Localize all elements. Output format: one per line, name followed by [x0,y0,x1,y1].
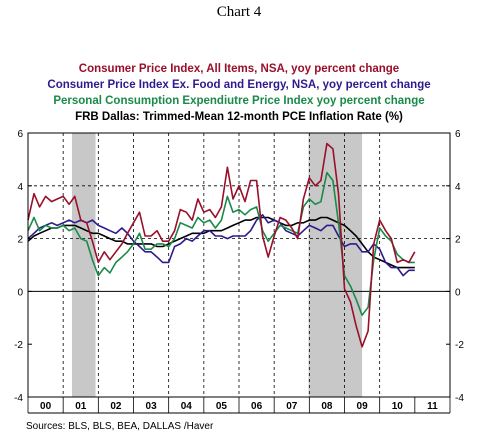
y-tick-label-right: 2 [455,235,461,246]
y-tick-label-left: -4 [14,393,23,404]
recession-shade-1 [308,133,363,397]
x-tick-label: 07 [286,401,298,412]
x-tick-label: 11 [427,401,438,412]
x-tick-label: 03 [146,401,158,412]
y-tick-label-left: 4 [17,182,23,193]
y-tick-label-left: 0 [17,287,23,298]
pce-line [27,171,415,317]
y-tick-label-left: 6 [17,129,23,140]
y-tick-label-left: 2 [17,235,23,246]
legend-entry-core-cpi: Consumer Price Index Ex. Food and Energy… [47,79,431,91]
x-tick-label: 02 [110,401,122,412]
x-tick-label: 04 [181,401,193,412]
x-tick-label: 06 [251,401,263,412]
y-tick-label-right: 0 [455,287,461,298]
cpi-line [27,142,416,348]
x-tick-label: 08 [321,401,333,412]
y-tick-label-right: 4 [455,182,461,193]
legend-entry-trimmed-pce: FRB Dallas: Trimmed-Mean 12-month PCE In… [75,111,403,123]
x-tick-label: 01 [75,401,87,412]
x-tick-label: 09 [357,401,369,412]
legend-entry-cpi: Consumer Price Index, All Items, NSA, yo… [78,63,400,75]
legend-entry-pce: Personal Consumption Expendiutre Price I… [53,95,425,107]
trimmed-pce-line [27,216,415,269]
chart-title: Chart 4 [216,4,262,20]
core-cpi-line [27,214,415,277]
x-tick-label: 00 [40,401,52,412]
y-tick-label-right: -2 [455,340,464,351]
y-tick-label-right: 6 [455,129,461,140]
y-tick-label-left: -2 [14,340,23,351]
y-tick-label-right: -4 [455,393,464,404]
x-tick-label: 10 [392,401,404,412]
source-note: Sources: BLS, BLS, BEA, DALLAS /Haver [26,421,214,432]
x-tick-label: 05 [216,401,228,412]
recession-shade-0 [71,133,96,397]
